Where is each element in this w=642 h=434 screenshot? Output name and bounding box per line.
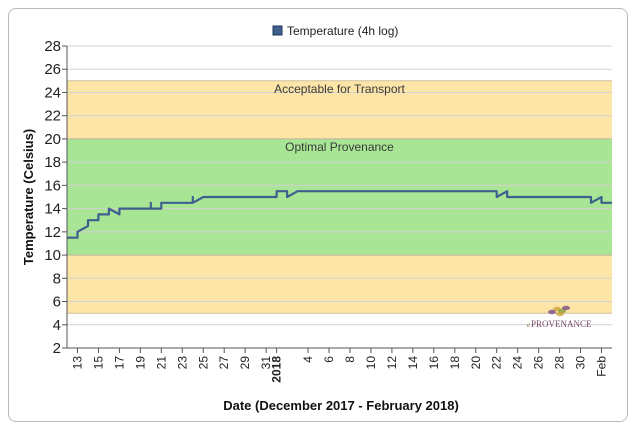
x-tick-label: 26 bbox=[532, 356, 546, 370]
x-tick-label: Feb bbox=[595, 356, 609, 377]
band-labels-layer: Acceptable for Transport Optimal Provenan… bbox=[274, 82, 405, 154]
x-tick-label: 22 bbox=[490, 356, 504, 370]
x-tick-label: 4 bbox=[301, 356, 315, 363]
x-tick-label: 6 bbox=[322, 356, 336, 363]
legend-label: Temperature (4h log) bbox=[287, 24, 398, 38]
x-tick-label: 2018 bbox=[270, 356, 284, 383]
y-tick-label: 28 bbox=[44, 38, 61, 55]
x-tick-label: 19 bbox=[133, 356, 147, 370]
y-tick-label: 22 bbox=[44, 108, 61, 125]
x-tick-label: 25 bbox=[196, 356, 210, 370]
x-tick-label: 10 bbox=[364, 356, 378, 370]
band-label-1: Optimal Provenance bbox=[285, 140, 394, 154]
y-tick-label: 8 bbox=[53, 270, 61, 287]
x-tick-label: 23 bbox=[175, 356, 189, 370]
x-tick-label: 17 bbox=[112, 356, 126, 370]
y-tick-label: 6 bbox=[53, 294, 61, 311]
y-tick-label: 20 bbox=[44, 131, 61, 148]
x-tick-label: 24 bbox=[511, 356, 525, 370]
series-line-0[interactable] bbox=[67, 190, 612, 239]
y-axis-title: Temperature (Celsius) bbox=[21, 129, 36, 265]
x-tick-label: 12 bbox=[385, 356, 399, 370]
x-tick-label: 15 bbox=[91, 356, 105, 370]
legend[interactable]: Temperature (4h log) bbox=[272, 24, 398, 38]
series-layer bbox=[67, 190, 612, 239]
y-tick-label: 14 bbox=[44, 201, 61, 218]
x-tick-label: 31 bbox=[259, 356, 273, 370]
x-tick-label: 13 bbox=[71, 356, 85, 370]
x-tick-label: 20 bbox=[469, 356, 483, 370]
y-tick-label: 24 bbox=[44, 84, 61, 101]
x-tick-label: 27 bbox=[217, 356, 231, 370]
x-tick-label: 29 bbox=[238, 356, 252, 370]
logo-prefix: e bbox=[527, 321, 530, 329]
y-tick-label: 4 bbox=[53, 317, 61, 334]
logo-leaf-mark bbox=[556, 311, 564, 317]
y-tick-label: 10 bbox=[44, 247, 61, 264]
x-tick-label: 14 bbox=[406, 356, 420, 370]
x-tick-label: 18 bbox=[448, 356, 462, 370]
logo-leaf-mark bbox=[548, 309, 556, 315]
provenance-logo: e PROVENANCE bbox=[527, 305, 592, 329]
y-tick-label: 26 bbox=[44, 61, 61, 78]
logo-leaf-mark bbox=[562, 305, 570, 311]
y-tick-label: 2 bbox=[53, 340, 61, 357]
x-tick-label: 30 bbox=[574, 356, 588, 370]
y-tick-label: 12 bbox=[44, 224, 61, 241]
x-tick-label: 28 bbox=[553, 356, 567, 370]
x-tick-label: 16 bbox=[427, 356, 441, 370]
x-axis-title: Date (December 2017 - February 2018) bbox=[223, 398, 459, 413]
x-tick-label: 21 bbox=[154, 356, 168, 370]
logo-text: PROVENANCE bbox=[531, 319, 592, 329]
y-tick-label: 18 bbox=[44, 154, 61, 171]
legend-swatch bbox=[272, 25, 283, 36]
x-tick-label: 8 bbox=[343, 356, 357, 363]
y-tick-label: 16 bbox=[44, 177, 61, 194]
band-label-0: Acceptable for Transport bbox=[274, 82, 405, 96]
